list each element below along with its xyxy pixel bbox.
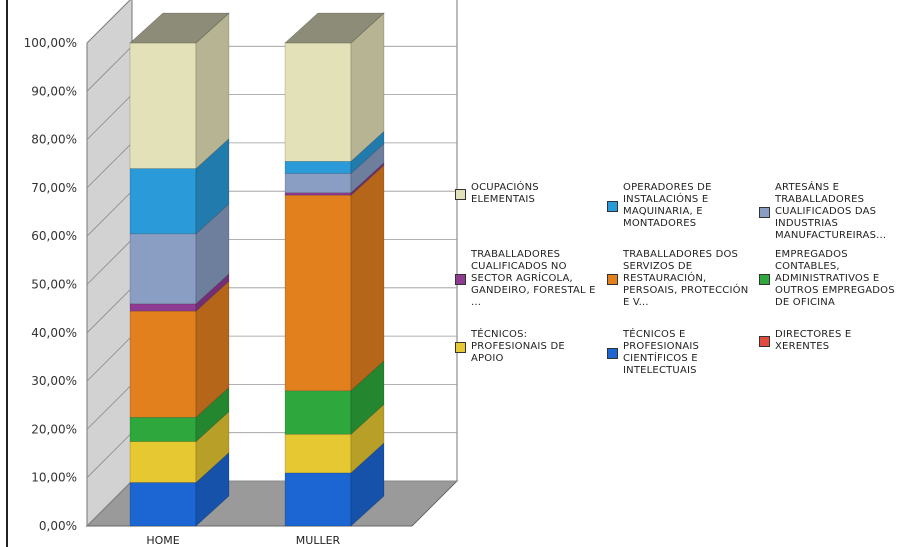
bar-segment [129,280,230,419]
y-tick-label: 30,00% [31,374,77,388]
bars [129,12,385,527]
gridline [86,287,133,334]
bar-segment [284,164,385,392]
gridline [86,142,133,189]
bar-segment [284,360,385,435]
gridline [86,94,133,140]
bar-front-face [284,173,352,194]
y-tick-label: 70,00% [31,181,77,195]
x-tick-label: HOME [146,534,179,547]
gridline [86,0,131,44]
legend-swatch [455,188,466,200]
bar-front-face [284,194,352,392]
gridline [86,190,133,237]
legend-label: TÉCNICOS: PROFESIONAIS DE APOIO [471,329,565,364]
legend-label: ARTESÁNS E TRABALLADORES CUALIFICADOS DA… [775,182,887,241]
y-tick-label: 0,00% [39,519,77,533]
gridline [86,335,133,382]
bar-front-face [284,42,352,162]
legend-swatch [759,206,770,218]
bar-segment [129,203,230,305]
legend-label: TÉCNICOS E PROFESIONAIS CIENTÍFICOS E IN… [623,329,700,376]
x-tick-label: MULLER [296,534,341,547]
bar-segment [129,410,230,484]
legend-item: EMPREGADOS CONTABLES, ADMINISTRATIVOS E … [759,249,901,309]
legend-swatch [455,341,466,353]
y-tick-label: 60,00% [31,229,77,243]
bar-front-face [129,303,197,312]
legend-item: OCUPACIÓNS ELEMENTAIS [455,182,600,206]
legend-swatch [759,335,770,347]
x-axis-tick-labels: HOME MULLER [146,534,340,547]
bar-front-face [284,472,352,527]
gridline [86,384,133,430]
y-tick-label: 100,00% [24,36,77,50]
legend-label: EMPREGADOS CONTABLES, ADMINISTRATIVOS E … [775,249,895,308]
bar-front-face [129,42,197,169]
bar-segment [284,12,385,163]
bar-segment [284,403,385,474]
legend-swatch [607,347,618,359]
y-tick-label: 90,00% [31,84,77,98]
y-tick-label: 50,00% [31,278,77,292]
y-tick-label: 80,00% [31,133,77,147]
gridline [86,46,133,92]
side-wall [86,0,133,528]
legend-item: TRABALLADORES DOS SERVIZOS DE RESTAURACI… [607,249,752,309]
legend-swatch [607,200,618,212]
bar-front-face [129,482,197,527]
legend-item: TÉCNICOS: PROFESIONAIS DE APOIO [455,329,600,365]
y-axis-tick-labels: 0,00% 10,00% 20,00% 30,00% 40,00% 50,00% 60,00… [6,0,77,547]
legend-label: DIRECTORES E XERENTES [775,329,852,352]
legend-label: OPERADORES DE INSTALACIÓNS E MAQUINARIA,… [623,182,712,229]
bar-segment [129,451,230,527]
legend-item: ARTESÁNS E TRABALLADORES CUALIFICADOS DA… [759,182,901,242]
bar-front-face [284,433,352,474]
legend-label: OCUPACIÓNS ELEMENTAIS [471,182,539,205]
bar-front-face [129,310,197,418]
gridline [86,239,133,285]
bar-front-face [129,417,197,442]
bar-segment [284,442,385,527]
legend-swatch [759,273,770,285]
bar-segment [129,12,230,170]
bar-front-face [284,161,352,174]
bar-front-face [284,192,352,196]
bar-front-face [129,441,197,483]
bar-top-face [129,12,230,44]
bar-front-face [129,168,197,235]
gridline [86,480,133,527]
y-tick-label: 20,00% [31,422,77,436]
legend-item: TÉCNICOS E PROFESIONAIS CIENTÍFICOS E IN… [607,329,752,377]
bar-front-face [284,390,352,435]
bar-front-face [129,233,197,305]
bar-segment [129,137,230,235]
legend-item: DIRECTORES E XERENTES [759,329,901,353]
legend-item: TRABALLADORES CUALIFICADOS NO SECTOR AGR… [455,249,600,309]
legend-label: TRABALLADORES DOS SERVIZOS DE RESTAURACI… [623,249,749,308]
gridline [86,432,133,478]
y-tick-label: 40,00% [31,326,77,340]
legend-swatch [455,273,466,285]
legend-label: TRABALLADORES CUALIFICADOS NO SECTOR AGR… [471,249,596,308]
bar-side-face [350,164,385,392]
legend-item: OPERADORES DE INSTALACIÓNS E MAQUINARIA,… [607,182,752,230]
bar-top-face [284,12,385,44]
legend-swatch [607,273,618,285]
y-tick-label: 10,00% [31,471,77,485]
